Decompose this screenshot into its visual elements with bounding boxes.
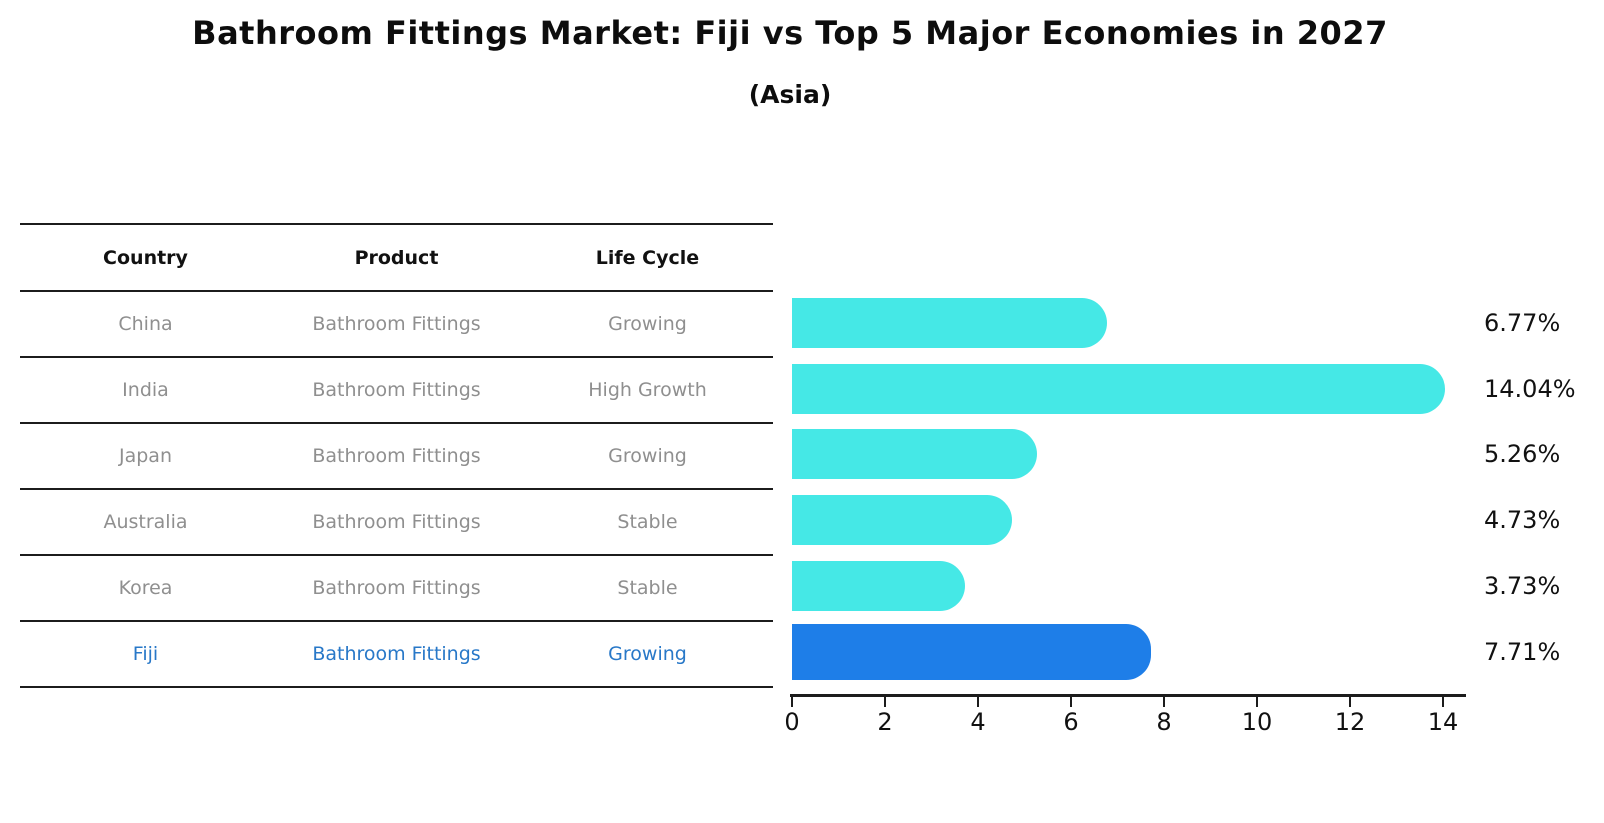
x-tick-label-14: 14 — [1427, 708, 1459, 736]
cell-product: Bathroom Fittings — [312, 379, 481, 401]
x-tick-4 — [977, 697, 979, 707]
bar-korea — [792, 561, 965, 611]
table-row-korea: Korea Bathroom Fittings Stable — [20, 556, 773, 622]
cell-product: Bathroom Fittings — [312, 643, 481, 665]
x-tick-label-8: 8 — [1156, 708, 1172, 736]
cell-product: Bathroom Fittings — [312, 313, 481, 335]
cell-product: Bathroom Fittings — [312, 511, 481, 533]
x-tick-12 — [1349, 697, 1351, 707]
table-row-china: China Bathroom Fittings Growing — [20, 292, 773, 358]
cell-country: India — [122, 379, 169, 401]
chart-title: Bathroom Fittings Market: Fiji vs Top 5 … — [192, 14, 1388, 52]
x-tick-0 — [791, 697, 793, 707]
cell-product: Bathroom Fittings — [312, 577, 481, 599]
bar-australia — [792, 495, 1012, 545]
x-tick-label-4: 4 — [970, 708, 986, 736]
value-label-india: 14.04% — [1484, 375, 1576, 403]
column-header-country: Country — [103, 246, 188, 269]
x-tick-2 — [884, 697, 886, 707]
cell-life-cycle: Growing — [608, 445, 687, 467]
country-info-table: Country Product Life Cycle China Bathroom F… — [20, 223, 773, 688]
value-label-japan: 5.26% — [1484, 440, 1561, 468]
table-row-fiji: Fiji Bathroom Fittings Growing — [20, 622, 773, 688]
cell-country: Korea — [118, 577, 173, 599]
cell-life-cycle: Stable — [617, 577, 678, 599]
table-row-japan: Japan Bathroom Fittings Growing — [20, 424, 773, 490]
cell-life-cycle: Stable — [617, 511, 678, 533]
x-tick-10 — [1256, 697, 1258, 707]
x-tick-label-0: 0 — [784, 708, 800, 736]
x-tick-8 — [1163, 697, 1165, 707]
value-label-china: 6.77% — [1484, 309, 1561, 337]
cell-country: China — [118, 313, 173, 335]
value-label-fiji: 7.71% — [1484, 638, 1561, 666]
column-header-life-cycle: Life Cycle — [595, 246, 700, 269]
cell-product: Bathroom Fittings — [312, 445, 481, 467]
x-tick-6 — [1070, 697, 1072, 707]
bar-japan — [792, 429, 1037, 479]
value-label-korea: 3.73% — [1484, 572, 1561, 600]
table-header-row: Country Product Life Cycle — [20, 225, 773, 292]
cell-country: Fiji — [132, 643, 159, 665]
bar-fiji — [792, 624, 1151, 680]
table-row-india: India Bathroom Fittings High Growth — [20, 358, 773, 424]
x-tick-label-10: 10 — [1241, 708, 1273, 736]
x-tick-label-6: 6 — [1063, 708, 1079, 736]
table-row-australia: Australia Bathroom Fittings Stable — [20, 490, 773, 556]
cell-country: Australia — [103, 511, 188, 533]
cell-life-cycle: Growing — [608, 643, 687, 665]
value-label-australia: 4.73% — [1484, 506, 1561, 534]
x-tick-14 — [1442, 697, 1444, 707]
x-tick-label-2: 2 — [877, 708, 893, 736]
column-header-product: Product — [354, 246, 439, 269]
x-tick-label-12: 12 — [1334, 708, 1366, 736]
cell-life-cycle: Growing — [608, 313, 687, 335]
cell-life-cycle: High Growth — [588, 379, 707, 401]
x-axis-line — [790, 694, 1466, 697]
bar-china — [792, 298, 1107, 348]
bar-india — [792, 364, 1445, 414]
chart-subtitle: (Asia) — [748, 80, 832, 109]
cell-country: Japan — [119, 445, 172, 467]
